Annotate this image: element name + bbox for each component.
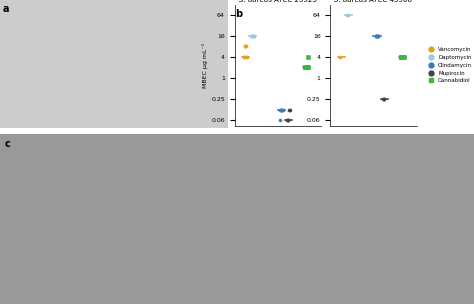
Point xyxy=(373,34,380,39)
Point xyxy=(302,65,310,70)
Point xyxy=(375,34,383,39)
Title: S. aureus ATCC 25923: S. aureus ATCC 25923 xyxy=(238,0,317,3)
Point xyxy=(277,107,284,112)
Point xyxy=(285,118,292,123)
Point xyxy=(374,34,382,39)
Point xyxy=(379,96,387,101)
Point xyxy=(242,44,250,49)
Point xyxy=(286,107,294,112)
Legend: Vancomycin, Daptomycin, Clindamycin, Mupirocin, Cannabidiol: Vancomycin, Daptomycin, Clindamycin, Mup… xyxy=(424,45,474,86)
Text: b: b xyxy=(235,9,242,19)
Point xyxy=(374,34,382,39)
Point xyxy=(344,13,351,18)
Point xyxy=(243,54,251,59)
Point xyxy=(278,107,286,112)
Point xyxy=(242,44,249,49)
Point xyxy=(283,118,291,123)
Point xyxy=(276,118,283,123)
Point xyxy=(343,13,351,18)
Point xyxy=(304,65,312,70)
Point xyxy=(279,107,287,112)
Point xyxy=(249,34,256,39)
Point xyxy=(277,107,285,112)
Point xyxy=(304,54,311,59)
Text: a: a xyxy=(2,4,9,14)
Point xyxy=(250,34,258,39)
Point xyxy=(301,65,309,70)
Point xyxy=(248,34,255,39)
Point xyxy=(247,34,255,39)
Point xyxy=(241,44,248,49)
Y-axis label: MBEC μg mL⁻¹: MBEC μg mL⁻¹ xyxy=(202,43,209,88)
Point xyxy=(285,107,293,112)
Point xyxy=(284,118,292,123)
Point xyxy=(381,96,388,101)
Point xyxy=(301,65,309,70)
Point xyxy=(336,54,344,59)
Point xyxy=(400,54,408,59)
Point xyxy=(373,34,381,39)
Point xyxy=(243,54,250,59)
Point xyxy=(250,34,257,39)
Point xyxy=(398,54,406,59)
Point xyxy=(303,65,311,70)
Point xyxy=(302,65,310,70)
Point xyxy=(372,34,379,39)
Point xyxy=(240,54,248,59)
Point xyxy=(399,54,407,59)
Title: S. aureus ATCC 43300: S. aureus ATCC 43300 xyxy=(334,0,412,3)
Point xyxy=(397,54,404,59)
Point xyxy=(380,96,387,101)
Point xyxy=(249,34,257,39)
Point xyxy=(248,34,255,39)
Point xyxy=(276,107,284,112)
Point xyxy=(398,54,405,59)
Text: c: c xyxy=(5,139,10,149)
Point xyxy=(397,54,405,59)
Point xyxy=(372,34,380,39)
Point xyxy=(240,54,248,59)
